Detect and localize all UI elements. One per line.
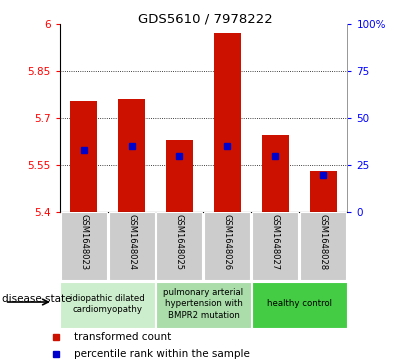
- Text: GSM1648026: GSM1648026: [223, 215, 232, 270]
- Bar: [214, 33, 240, 212]
- Bar: [70, 101, 97, 212]
- Bar: [60, 212, 106, 280]
- Text: transformed count: transformed count: [74, 332, 171, 342]
- Text: GSM1648023: GSM1648023: [79, 215, 88, 270]
- Text: pulmonary arterial
hypertension with
BMPR2 mutation: pulmonary arterial hypertension with BMP…: [164, 288, 243, 319]
- Text: healthy control: healthy control: [267, 299, 332, 309]
- Text: GSM1648027: GSM1648027: [271, 215, 280, 270]
- Bar: [252, 282, 347, 327]
- Bar: [300, 212, 346, 280]
- Bar: [252, 212, 298, 280]
- Bar: [262, 135, 289, 212]
- Bar: [118, 99, 145, 212]
- Bar: [156, 282, 251, 327]
- Text: disease state: disease state: [2, 294, 72, 305]
- Text: percentile rank within the sample: percentile rank within the sample: [74, 350, 250, 359]
- Bar: [109, 212, 155, 280]
- Bar: [204, 212, 250, 280]
- Bar: [157, 212, 203, 280]
- Bar: [166, 140, 193, 212]
- Bar: [310, 171, 337, 212]
- Text: GDS5610 / 7978222: GDS5610 / 7978222: [138, 13, 273, 26]
- Text: GSM1648024: GSM1648024: [127, 215, 136, 270]
- Bar: [60, 282, 155, 327]
- Text: GSM1648025: GSM1648025: [175, 215, 184, 270]
- Text: idiopathic dilated
cardiomyopathy: idiopathic dilated cardiomyopathy: [70, 294, 145, 314]
- Text: GSM1648028: GSM1648028: [319, 215, 328, 270]
